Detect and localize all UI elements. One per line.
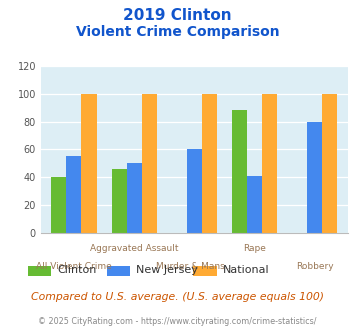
Text: All Violent Crime: All Violent Crime <box>36 262 112 271</box>
Text: New Jersey: New Jersey <box>136 265 198 275</box>
Bar <box>307 121 322 233</box>
Text: Murder & Mans...: Murder & Mans... <box>156 262 233 271</box>
Bar <box>232 111 247 233</box>
Text: Rape: Rape <box>243 244 266 253</box>
Text: Robbery: Robbery <box>296 262 334 271</box>
Text: National: National <box>223 265 269 275</box>
Bar <box>142 94 157 233</box>
Bar <box>202 94 217 233</box>
Text: © 2025 CityRating.com - https://www.cityrating.com/crime-statistics/: © 2025 CityRating.com - https://www.city… <box>38 317 317 326</box>
Bar <box>127 163 142 233</box>
Text: Aggravated Assault: Aggravated Assault <box>90 244 179 253</box>
Bar <box>66 156 81 233</box>
Bar <box>247 176 262 233</box>
Bar <box>262 94 277 233</box>
Text: Clinton: Clinton <box>58 265 97 275</box>
Text: Violent Crime Comparison: Violent Crime Comparison <box>76 25 279 39</box>
Bar <box>187 149 202 233</box>
Bar <box>322 94 337 233</box>
Bar <box>81 94 97 233</box>
Text: 2019 Clinton: 2019 Clinton <box>123 8 232 23</box>
Text: Compared to U.S. average. (U.S. average equals 100): Compared to U.S. average. (U.S. average … <box>31 292 324 302</box>
Bar <box>111 169 127 233</box>
Bar <box>51 177 66 233</box>
